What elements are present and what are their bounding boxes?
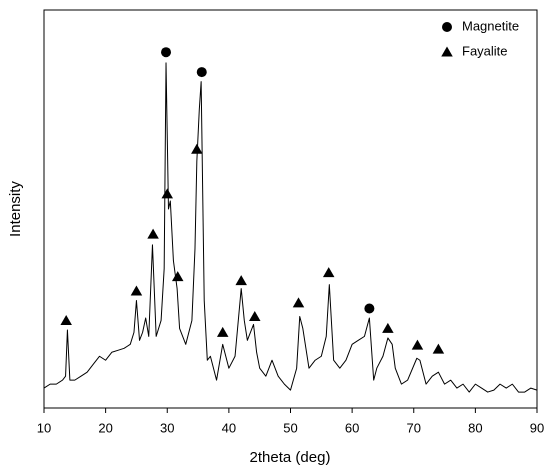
legend-label: Magnetite [462, 18, 519, 33]
plot-frame [43, 9, 538, 409]
x-tick-label: 60 [345, 420, 359, 435]
x-tick-label: 90 [530, 420, 544, 435]
marker-circle [196, 67, 207, 78]
marker-triangle [171, 271, 184, 282]
marker-triangle [216, 326, 229, 337]
x-axis-title: 2theta (deg) [250, 449, 331, 466]
x-tick-label: 10 [37, 420, 51, 435]
spectrum-line [43, 62, 538, 393]
marker-triangle [235, 275, 247, 286]
marker-triangle [147, 228, 159, 239]
marker-circle [161, 47, 172, 58]
marker-triangle [191, 143, 203, 154]
marker-triangle [249, 310, 261, 321]
x-tick-label: 30 [160, 420, 174, 435]
x-tick-label: 80 [468, 420, 482, 435]
marker-triangle [322, 267, 335, 278]
x-tick-label: 40 [222, 420, 236, 435]
legend-label: Fayalite [462, 43, 508, 58]
marker-triangle [432, 343, 445, 354]
marker-triangle [130, 285, 143, 296]
marker-triangle [292, 297, 305, 308]
marker-triangle [411, 339, 424, 350]
legend-symbol [441, 46, 453, 57]
x-tick-label: 70 [407, 420, 421, 435]
marker-triangle [161, 188, 173, 199]
marker-circle [364, 303, 375, 314]
x-tick-label: 20 [98, 420, 112, 435]
y-axis-title: Intensity [7, 181, 24, 237]
x-tick-label: 50 [283, 420, 297, 435]
marker-triangle [60, 314, 72, 325]
legend-symbol [442, 22, 452, 32]
marker-triangle [382, 322, 394, 333]
